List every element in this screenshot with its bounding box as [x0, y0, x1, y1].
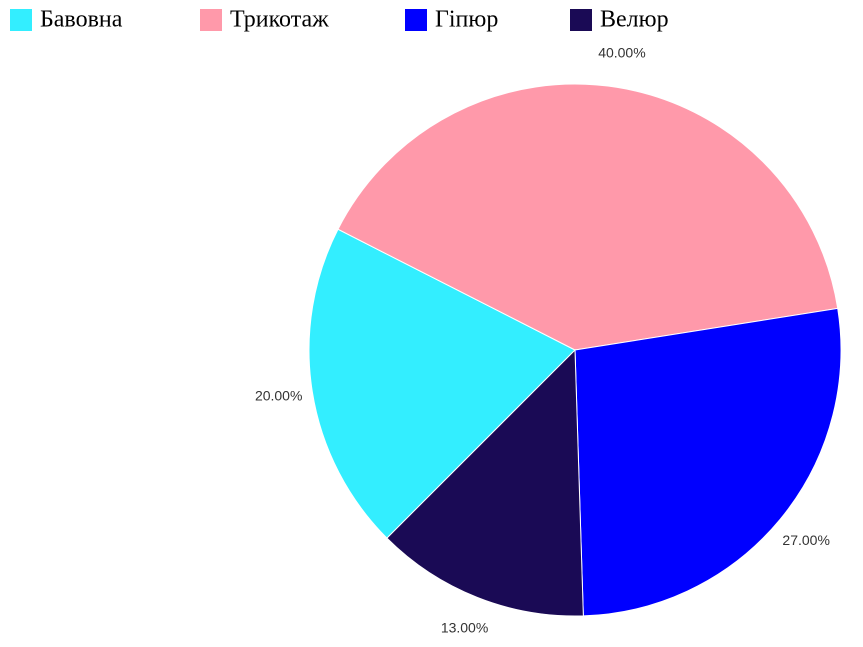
pie-slice	[574, 307, 842, 617]
legend-label: Трикотаж	[230, 7, 329, 33]
legend-swatch	[405, 9, 427, 31]
slice-label: 40.00%	[598, 44, 645, 60]
pie-slice	[337, 83, 839, 351]
legend-label: Велюр	[600, 7, 669, 33]
slice-label: 27.00%	[782, 532, 829, 548]
legend-swatch	[10, 9, 32, 31]
legend-swatch	[200, 9, 222, 31]
pie-slice	[308, 228, 576, 539]
legend-label: Бавовна	[40, 7, 123, 33]
slice-label: 20.00%	[255, 388, 302, 404]
legend-label: Гіпюр	[435, 7, 498, 33]
legend-swatch	[570, 9, 592, 31]
pie-slice	[386, 348, 584, 617]
slice-label: 13.00%	[441, 620, 488, 636]
